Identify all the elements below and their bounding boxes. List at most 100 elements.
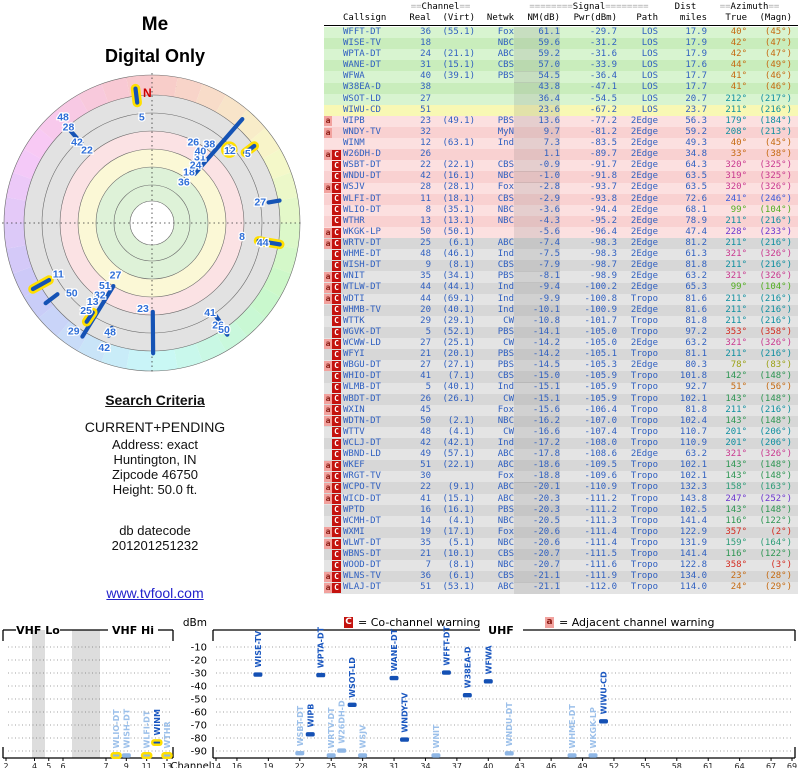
station-point xyxy=(389,675,399,681)
real-channel: 21 xyxy=(420,549,431,560)
network: CW xyxy=(503,315,514,326)
co-channel-warning-marker: C xyxy=(332,305,341,316)
station-point-label: WSBT-DT xyxy=(296,705,305,746)
callsign: WLIO-DT xyxy=(343,204,381,215)
noise-margin: -21.1 xyxy=(514,582,560,594)
noise-margin: -17.8 xyxy=(514,449,560,461)
station-mark xyxy=(84,310,95,324)
path-type: 2Edge xyxy=(630,360,658,371)
azimuth-true: 241° xyxy=(725,193,747,204)
callsign: WHMB-TV xyxy=(343,304,381,315)
noise-margin: -14.2 xyxy=(514,349,560,361)
station-point xyxy=(358,753,368,758)
station-point xyxy=(483,679,493,684)
power-dbm: -111.2 xyxy=(584,493,617,504)
network: ABC xyxy=(497,582,514,593)
azimuth-magnetic: (29°) xyxy=(764,582,792,593)
power-dbm: -108.0 xyxy=(584,437,617,448)
search-criteria: Search Criteria CURRENT+PENDING Address:… xyxy=(0,392,310,553)
table-row: C WHIO-DT 41 (7.1) CBS -15.0 -105.9 Tropo 101.8 1… xyxy=(324,371,798,383)
real-channel: 26 xyxy=(420,149,431,160)
distance-miles: 63.5 xyxy=(685,171,707,182)
virtual-channel: (25.1) xyxy=(442,337,475,348)
real-channel: 44 xyxy=(420,293,431,304)
noise-margin: 61.1 xyxy=(514,26,560,39)
path-type: Tropo xyxy=(630,349,658,360)
co-channel-warning-marker: C xyxy=(332,583,341,594)
network: PBS xyxy=(497,504,514,515)
callsign: WRGT-TV xyxy=(343,471,381,482)
azimuth-magnetic: (326°) xyxy=(759,449,792,460)
co-channel-warning-marker: C xyxy=(332,460,341,471)
co-channel-warning-marker xyxy=(332,105,341,115)
adjacent-warning-marker xyxy=(324,450,332,460)
azimuth-magnetic: (148°) xyxy=(759,393,792,404)
real-channel: 25 xyxy=(420,237,431,248)
channel-label: 26 xyxy=(212,319,224,331)
network: PBS xyxy=(497,360,514,371)
station-point xyxy=(598,719,608,724)
table-row: C WPTD 16 (16.1) PBS -20.3 -111.2 Tropo 102.5 143… xyxy=(324,504,798,516)
virtual-channel: (20.1) xyxy=(442,349,475,360)
table-row: WPTA-DT 24 (21.1) ABC 59.2 -31.6 LOS 17.9 42° (47… xyxy=(324,49,798,61)
azimuth-magnetic: (46°) xyxy=(764,82,792,93)
channel-label: 18 xyxy=(183,167,195,179)
power-dbm: -109.5 xyxy=(584,460,617,471)
adjacent-warning-marker xyxy=(324,372,332,382)
azimuth-true: 353° xyxy=(725,326,747,337)
criteria-zip: Zipcode 46750 xyxy=(111,467,198,482)
path-type: 2Edge xyxy=(630,282,658,293)
distance-miles: 141.4 xyxy=(679,549,707,560)
criteria-address: Address: exact xyxy=(112,437,198,452)
station-point xyxy=(347,702,357,708)
station-point-label: WTHR xyxy=(163,721,172,748)
channel-label: 24 xyxy=(190,160,202,172)
callsign: WLWT-DT xyxy=(343,537,381,548)
band-title: VHF Hi xyxy=(112,624,154,637)
real-channel: 48 xyxy=(420,426,431,437)
channel-tick-label: 14 xyxy=(211,762,221,768)
distance-miles: 17.9 xyxy=(685,49,707,60)
distance-miles: 80.3 xyxy=(685,360,707,371)
tvfool-link[interactable]: www.tvfool.com xyxy=(106,585,204,601)
adjacent-warning-marker: a xyxy=(324,494,332,505)
adjacent-warning-marker: a xyxy=(324,338,332,349)
path-type: LOS xyxy=(641,26,658,37)
co-channel-warning-marker: C xyxy=(332,171,341,182)
virtual-channel: (18.1) xyxy=(442,193,475,204)
co-channel-warning-marker: C xyxy=(332,338,341,349)
distance-miles: 17.9 xyxy=(685,26,707,37)
virtual-channel: (27.1) xyxy=(442,360,475,371)
power-dbm: -31.2 xyxy=(589,38,617,49)
callsign: WSBT-DT xyxy=(343,160,381,171)
station-point-label: WSJV xyxy=(359,724,368,749)
network: PBS xyxy=(497,349,514,360)
network: CBS xyxy=(497,60,514,71)
azimuth-true: 211° xyxy=(725,215,747,226)
channel-tick-label: 61 xyxy=(703,762,713,768)
noise-margin: -20.6 xyxy=(514,537,560,550)
channel-label: 27 xyxy=(110,270,122,282)
distance-miles: 17.7 xyxy=(685,82,707,93)
azimuth-true: 321° xyxy=(725,337,747,348)
virtual-channel: (40.1) xyxy=(442,382,475,393)
path-type: 2Edge xyxy=(630,126,658,137)
dbm-tick-label: -30 xyxy=(191,669,207,680)
network: NBC xyxy=(497,204,514,215)
network: Fox xyxy=(497,526,514,537)
adjacent-warning-marker: a xyxy=(324,483,332,494)
station-mark xyxy=(266,198,282,205)
co-channel-warning-marker: C xyxy=(332,371,341,382)
adjacent-warning-marker xyxy=(324,350,332,360)
azimuth-magnetic: (325°) xyxy=(759,160,792,171)
real-channel: 8 xyxy=(425,204,431,215)
callsign: W38EA-D xyxy=(343,82,381,93)
table-row: C WISH-DT 9 (8.1) CBS -7.9 -98.7 2Edge 81.8 211° (… xyxy=(324,260,798,272)
station-point-label: WNDU-DT xyxy=(505,702,514,747)
power-dbm: -107.0 xyxy=(584,415,617,426)
criteria-mode: CURRENT+PENDING xyxy=(84,419,226,435)
adjacent-warning-marker: a xyxy=(324,238,332,249)
distance-miles: 102.1 xyxy=(679,393,707,404)
noise-margin: 59.6 xyxy=(514,38,560,50)
station-point xyxy=(121,753,131,758)
